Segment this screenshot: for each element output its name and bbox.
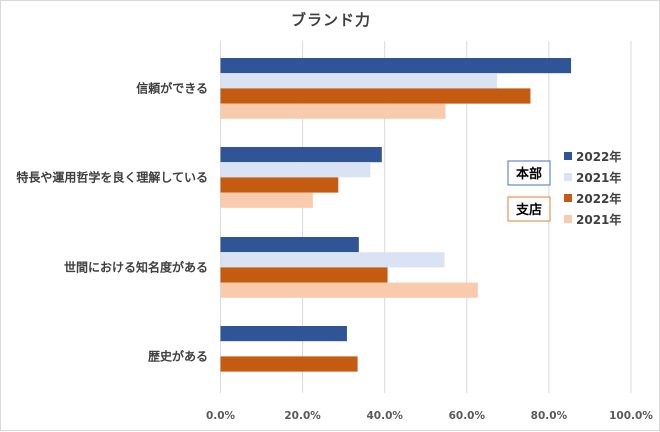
legend-entry: 2022年 [576,191,621,206]
legend-entry: 2022年 [576,149,621,164]
x-tick-label: 20.0% [284,410,321,422]
bar-1-4 [220,103,446,119]
legend-swatch [564,173,572,181]
legend-entry: 2021年 [576,212,621,227]
bar-1-3 [220,88,531,104]
category-label: 特長や運用哲学を良く理解している [16,169,208,184]
legend-swatch [564,194,572,202]
category-label: 世間における知名度がある [64,259,208,274]
legend-swatch [564,215,572,223]
legend-group-box [507,196,551,222]
bar-3-1 [220,237,359,253]
bar-3-4 [220,282,478,298]
category-label: 歴史がある [148,348,208,363]
chart-title: ブランド力 [290,11,371,29]
legend-swatch [564,152,572,160]
bar-4-1 [220,326,347,342]
category-label: 信頼ができる [136,80,208,95]
bar-3-3 [220,267,388,283]
x-tick-label: 60.0% [449,410,486,422]
bar-2-1 [220,147,382,163]
legend-group-label: 本部 [516,166,542,182]
legend-entry: 2021年 [576,170,621,185]
x-tick-label: 40.0% [366,410,403,422]
legend-group-label: 支店 [515,202,542,218]
bar-2-2 [220,162,371,178]
bar-1-2 [220,73,498,89]
x-tick-label: 100.0% [609,410,653,422]
bar-1-1 [220,58,572,74]
bar-2-4 [220,192,313,208]
legend-group-box [507,160,551,186]
bar-2-3 [220,177,339,193]
bar-3-2 [220,252,445,268]
x-tick-label: 80.0% [531,410,568,422]
bar-4-3 [220,356,358,372]
x-tick-label: 0.0% [206,410,236,422]
